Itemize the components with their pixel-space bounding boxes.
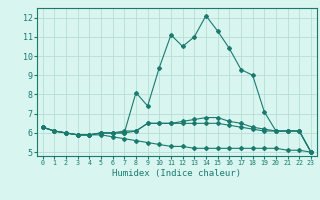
X-axis label: Humidex (Indice chaleur): Humidex (Indice chaleur) — [112, 169, 241, 178]
